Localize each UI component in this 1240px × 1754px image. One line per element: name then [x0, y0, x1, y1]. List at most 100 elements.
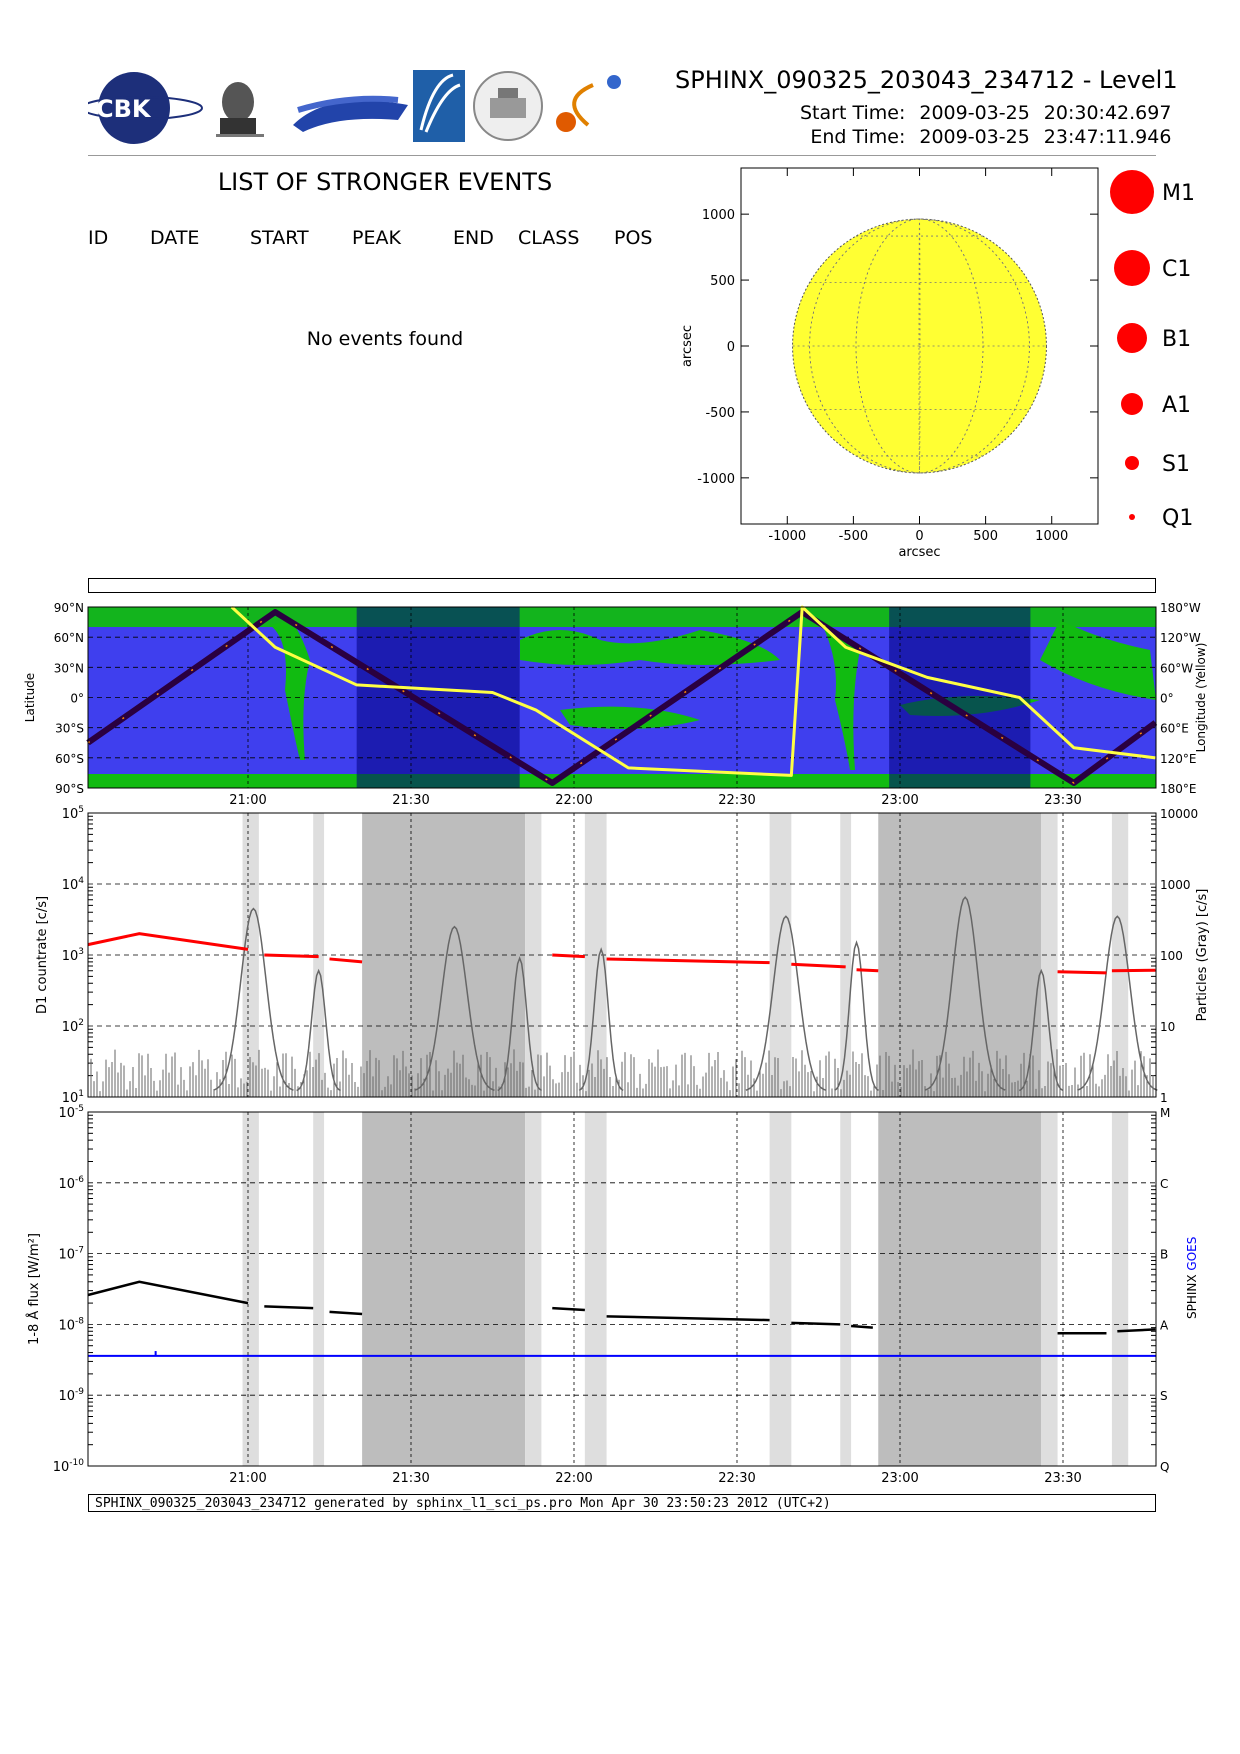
rate-ytick-label: 103 — [62, 947, 84, 964]
flux-ytick-label: 10-10 — [53, 1458, 85, 1475]
d1-countrate-series — [856, 968, 879, 973]
flux-xtick-label: 21:30 — [392, 1471, 429, 1486]
rate-ytick-right-label: 1 — [1160, 1091, 1168, 1105]
disk-ylabel: arcsec — [680, 325, 695, 367]
legend-dot-s1 — [1125, 456, 1139, 470]
flux-shade — [525, 1112, 542, 1466]
flux-frame — [87, 1111, 1157, 1467]
flux-ytick-label: 10-5 — [58, 1104, 84, 1121]
map-ytick-label: 0° — [70, 692, 84, 706]
d1-countrate-series — [1111, 968, 1156, 973]
rate-ytick-label: 105 — [62, 805, 84, 822]
flux-xtick-label: 23:30 — [1044, 1471, 1081, 1486]
disk-xtick-label: 0 — [915, 529, 923, 544]
sphinx-flux-series — [264, 1305, 314, 1310]
disk-ytick-label: -1000 — [697, 472, 735, 487]
flux-shade — [1111, 1112, 1129, 1466]
legend-label-a1: A1 — [1162, 393, 1191, 418]
logos-svg: CBK — [81, 70, 621, 144]
disk-ytick-label: 0 — [727, 340, 735, 355]
legend-dot-b1 — [1117, 323, 1147, 353]
disk-xtick-label: -500 — [839, 529, 869, 544]
map-xtick-label: 21:30 — [392, 793, 429, 808]
lebedev-portrait — [216, 82, 264, 137]
rate-frame — [87, 812, 1157, 1098]
flux-ytick-label: 10-8 — [58, 1316, 84, 1333]
start-date: 2009-03-25 — [919, 102, 1030, 124]
sun-logo — [556, 75, 621, 132]
rate-ylabel: D1 countrate [c/s] — [35, 896, 50, 1014]
d1-countrate-series — [791, 962, 846, 969]
map-ytick-label: 30°N — [54, 661, 84, 675]
d1-countrate-series — [329, 957, 363, 964]
sphinx-flux-series — [791, 1321, 841, 1326]
map-north-land — [88, 607, 1156, 627]
col-end: END — [453, 227, 494, 249]
legend-dot-m1 — [1110, 170, 1154, 214]
no-events-message: No events found — [306, 328, 464, 350]
end-time: 23:47:11.946 — [1043, 126, 1172, 148]
report-title: SPHINX_090325_203043_234712 - Level1 — [675, 66, 1178, 94]
rate-ytick-right-label: 10000 — [1160, 807, 1198, 821]
flux-xtick-label: 22:30 — [718, 1471, 755, 1486]
sphinx-flux-series — [1117, 1328, 1156, 1333]
map-frame — [87, 606, 1157, 789]
rate-ytick-right-label: 1000 — [1160, 878, 1191, 892]
map-ytick-right-label: 0° — [1160, 692, 1174, 706]
map-ytick-right-label: 120°E — [1160, 752, 1197, 766]
d1-countrate-series — [87, 932, 249, 951]
disk-ytick-label: -500 — [705, 406, 735, 421]
flux-shade — [1041, 1112, 1058, 1466]
particle-peak — [1077, 915, 1158, 1091]
disk-xtick-label: -1000 — [768, 529, 806, 544]
flux-class-label: M — [1160, 1106, 1170, 1120]
d1-countrate-series — [552, 953, 585, 959]
particle-peak — [834, 940, 879, 1091]
map-ylabel: Latitude — [23, 673, 37, 722]
flux-right-legend: SPHINX GOES — [1185, 1237, 1199, 1319]
rate-ylabel-right: Particles (Gray) [c/s] — [1195, 889, 1210, 1022]
map-ytick-right-label: 60°W — [1160, 661, 1193, 675]
class-legend: M1 C1 B1 A1 S1 Q1 — [1100, 160, 1220, 540]
legend-label-q1: Q1 — [1162, 506, 1193, 531]
end-label: End Time: — [810, 126, 906, 148]
ikip-logo — [413, 70, 465, 142]
legend-svg: M1 C1 B1 A1 S1 Q1 — [1110, 170, 1195, 531]
d1-countrate-series — [264, 953, 319, 959]
sphinx-flux-series — [329, 1310, 363, 1316]
legend-dot-c1 — [1114, 250, 1150, 286]
particle-peak — [578, 947, 624, 1092]
map-ytick-label: 60°S — [55, 752, 84, 766]
flux-shade — [362, 1112, 526, 1466]
flux-shade — [769, 1112, 792, 1466]
flux-xtick-label: 22:00 — [555, 1471, 592, 1486]
footer-note: SPHINX_090325_203043_234712 generated by… — [88, 1494, 1156, 1512]
map-continent — [1040, 620, 1156, 700]
disk-xtick-label: 500 — [973, 529, 998, 544]
end-date: 2009-03-25 — [919, 126, 1030, 148]
rate-shade — [878, 813, 1042, 1097]
map-ytick-label: 90°S — [55, 782, 84, 796]
flux-ytick-label: 10-6 — [58, 1175, 84, 1192]
flux-shade — [242, 1112, 259, 1466]
flux-ylabel: 1-8 Å flux [W/m²] — [26, 1233, 42, 1345]
d1-countrate-series — [1057, 970, 1107, 975]
map-eclipse-shade — [356, 607, 520, 788]
start-time: 20:30:42.697 — [1043, 102, 1172, 124]
rate-ytick-right-label: 10 — [1160, 1020, 1175, 1034]
legend-label-s1: S1 — [1162, 452, 1190, 477]
map-ytick-right-label: 120°W — [1160, 631, 1201, 645]
rate-shade — [313, 813, 325, 1097]
col-class: CLASS — [518, 227, 580, 249]
particle-peak — [296, 968, 342, 1092]
disk-ytick-label: 1000 — [702, 208, 735, 223]
rate-ytick-label: 104 — [62, 876, 85, 893]
rate-ytick-right-label: 100 — [1160, 949, 1183, 963]
map-continent — [560, 706, 700, 729]
particle-peak — [924, 896, 1006, 1091]
particle-peak — [745, 915, 827, 1091]
col-id: ID — [88, 227, 109, 249]
flux-shade — [313, 1112, 325, 1466]
event-timeline-bar — [88, 578, 1156, 593]
